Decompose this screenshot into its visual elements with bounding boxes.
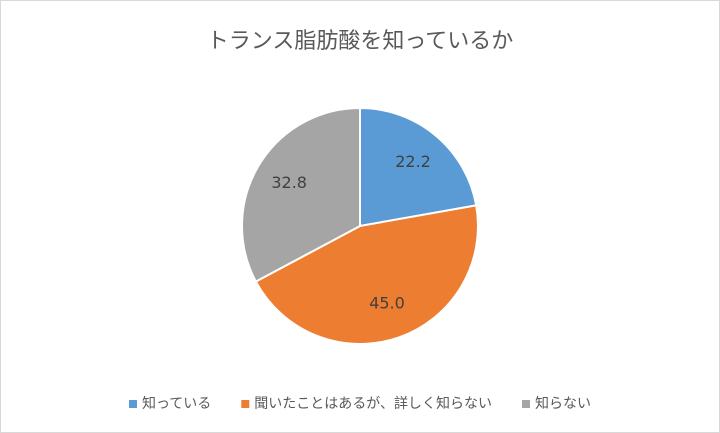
data-label: 32.8 [271,173,307,192]
data-label: 22.2 [395,152,431,171]
legend-swatch [241,400,250,408]
pie-slice [241,106,361,283]
legend-label: 聞いたことはあるが、詳しく知らない [254,395,492,412]
chart-title: トランス脂肪酸を知っているか [207,29,513,54]
data-label: 45.0 [369,294,405,313]
pie-slice [254,204,479,345]
legend-swatch [522,400,531,408]
pie-slice [359,106,478,228]
legend-swatch [128,400,137,408]
legend-label: 知らない [535,395,591,412]
legend-label: 知っている [142,395,211,412]
